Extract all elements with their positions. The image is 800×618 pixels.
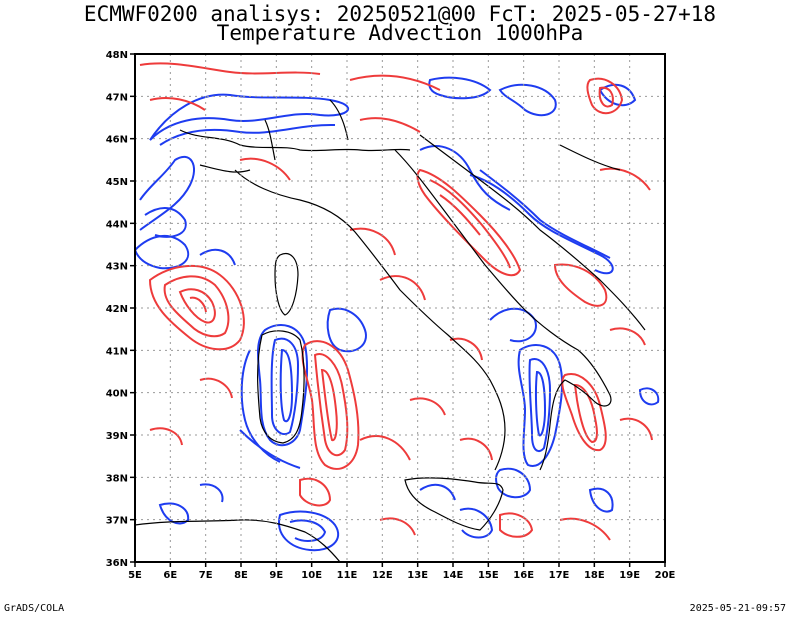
lat-tick-label: 44N: [106, 219, 128, 230]
lat-tick-label: 39N: [106, 431, 128, 442]
lat-tick-label: 40N: [106, 389, 128, 400]
lon-tick-label: 10E: [301, 570, 322, 581]
lon-tick-label: 13E: [407, 570, 428, 581]
contour-field: [135, 62, 660, 562]
lon-tick-label: 19E: [619, 570, 640, 581]
lat-tick-label: 47N: [106, 92, 128, 103]
lat-tick-label: 37N: [106, 516, 128, 527]
lat-tick-label: 48N: [106, 50, 128, 61]
lat-tick-label: 46N: [106, 135, 128, 146]
axes: 5E 6E 7E 8E 9E 10E 11E 12E 13E 14E 15E 16E 17E 18E 19E…: [106, 50, 676, 581]
lon-tick-label: 12E: [372, 570, 393, 581]
coastlines-borders: [135, 99, 646, 562]
lat-tick-label: 45N: [106, 177, 128, 188]
lon-tick-label: 16E: [513, 570, 534, 581]
negative-contours-south: [419, 307, 660, 539]
lon-tick-label: 20E: [655, 570, 676, 581]
lat-tick-label: 36N: [106, 558, 128, 569]
negative-contours-tunisia: [158, 483, 340, 552]
lon-tick-label: 9E: [269, 570, 283, 581]
lon-tick-label: 6E: [163, 570, 177, 581]
lat-tick-label: 38N: [106, 473, 128, 484]
negative-contours-sardinia: [199, 248, 367, 469]
negative-contours-alps: [135, 76, 637, 275]
lat-tick-label: 41N: [106, 346, 128, 357]
footer-software-label: GrADS/COLA: [4, 603, 65, 614]
positive-contours: [139, 62, 653, 541]
map-title-line1: ECMWF0200 analisys: 20250521@00 FcT: 202…: [83, 2, 717, 26]
lon-tick-label: 15E: [478, 570, 499, 581]
map-title-line2: Temperature Advection 1000hPa: [216, 21, 584, 45]
grid-lines: [135, 54, 665, 562]
lon-tick-label: 17E: [549, 570, 570, 581]
lon-tick-label: 5E: [128, 570, 142, 581]
lon-tick-label: 18E: [584, 570, 605, 581]
lon-tick-label: 11E: [337, 570, 358, 581]
lon-tick-label: 14E: [443, 570, 464, 581]
lat-tick-label: 43N: [106, 262, 128, 273]
footer-timestamp: 2025-05-21-09:57: [689, 603, 786, 614]
lon-tick-label: 8E: [234, 570, 248, 581]
lon-tick-label: 7E: [199, 570, 213, 581]
lat-tick-label: 42N: [106, 304, 128, 315]
